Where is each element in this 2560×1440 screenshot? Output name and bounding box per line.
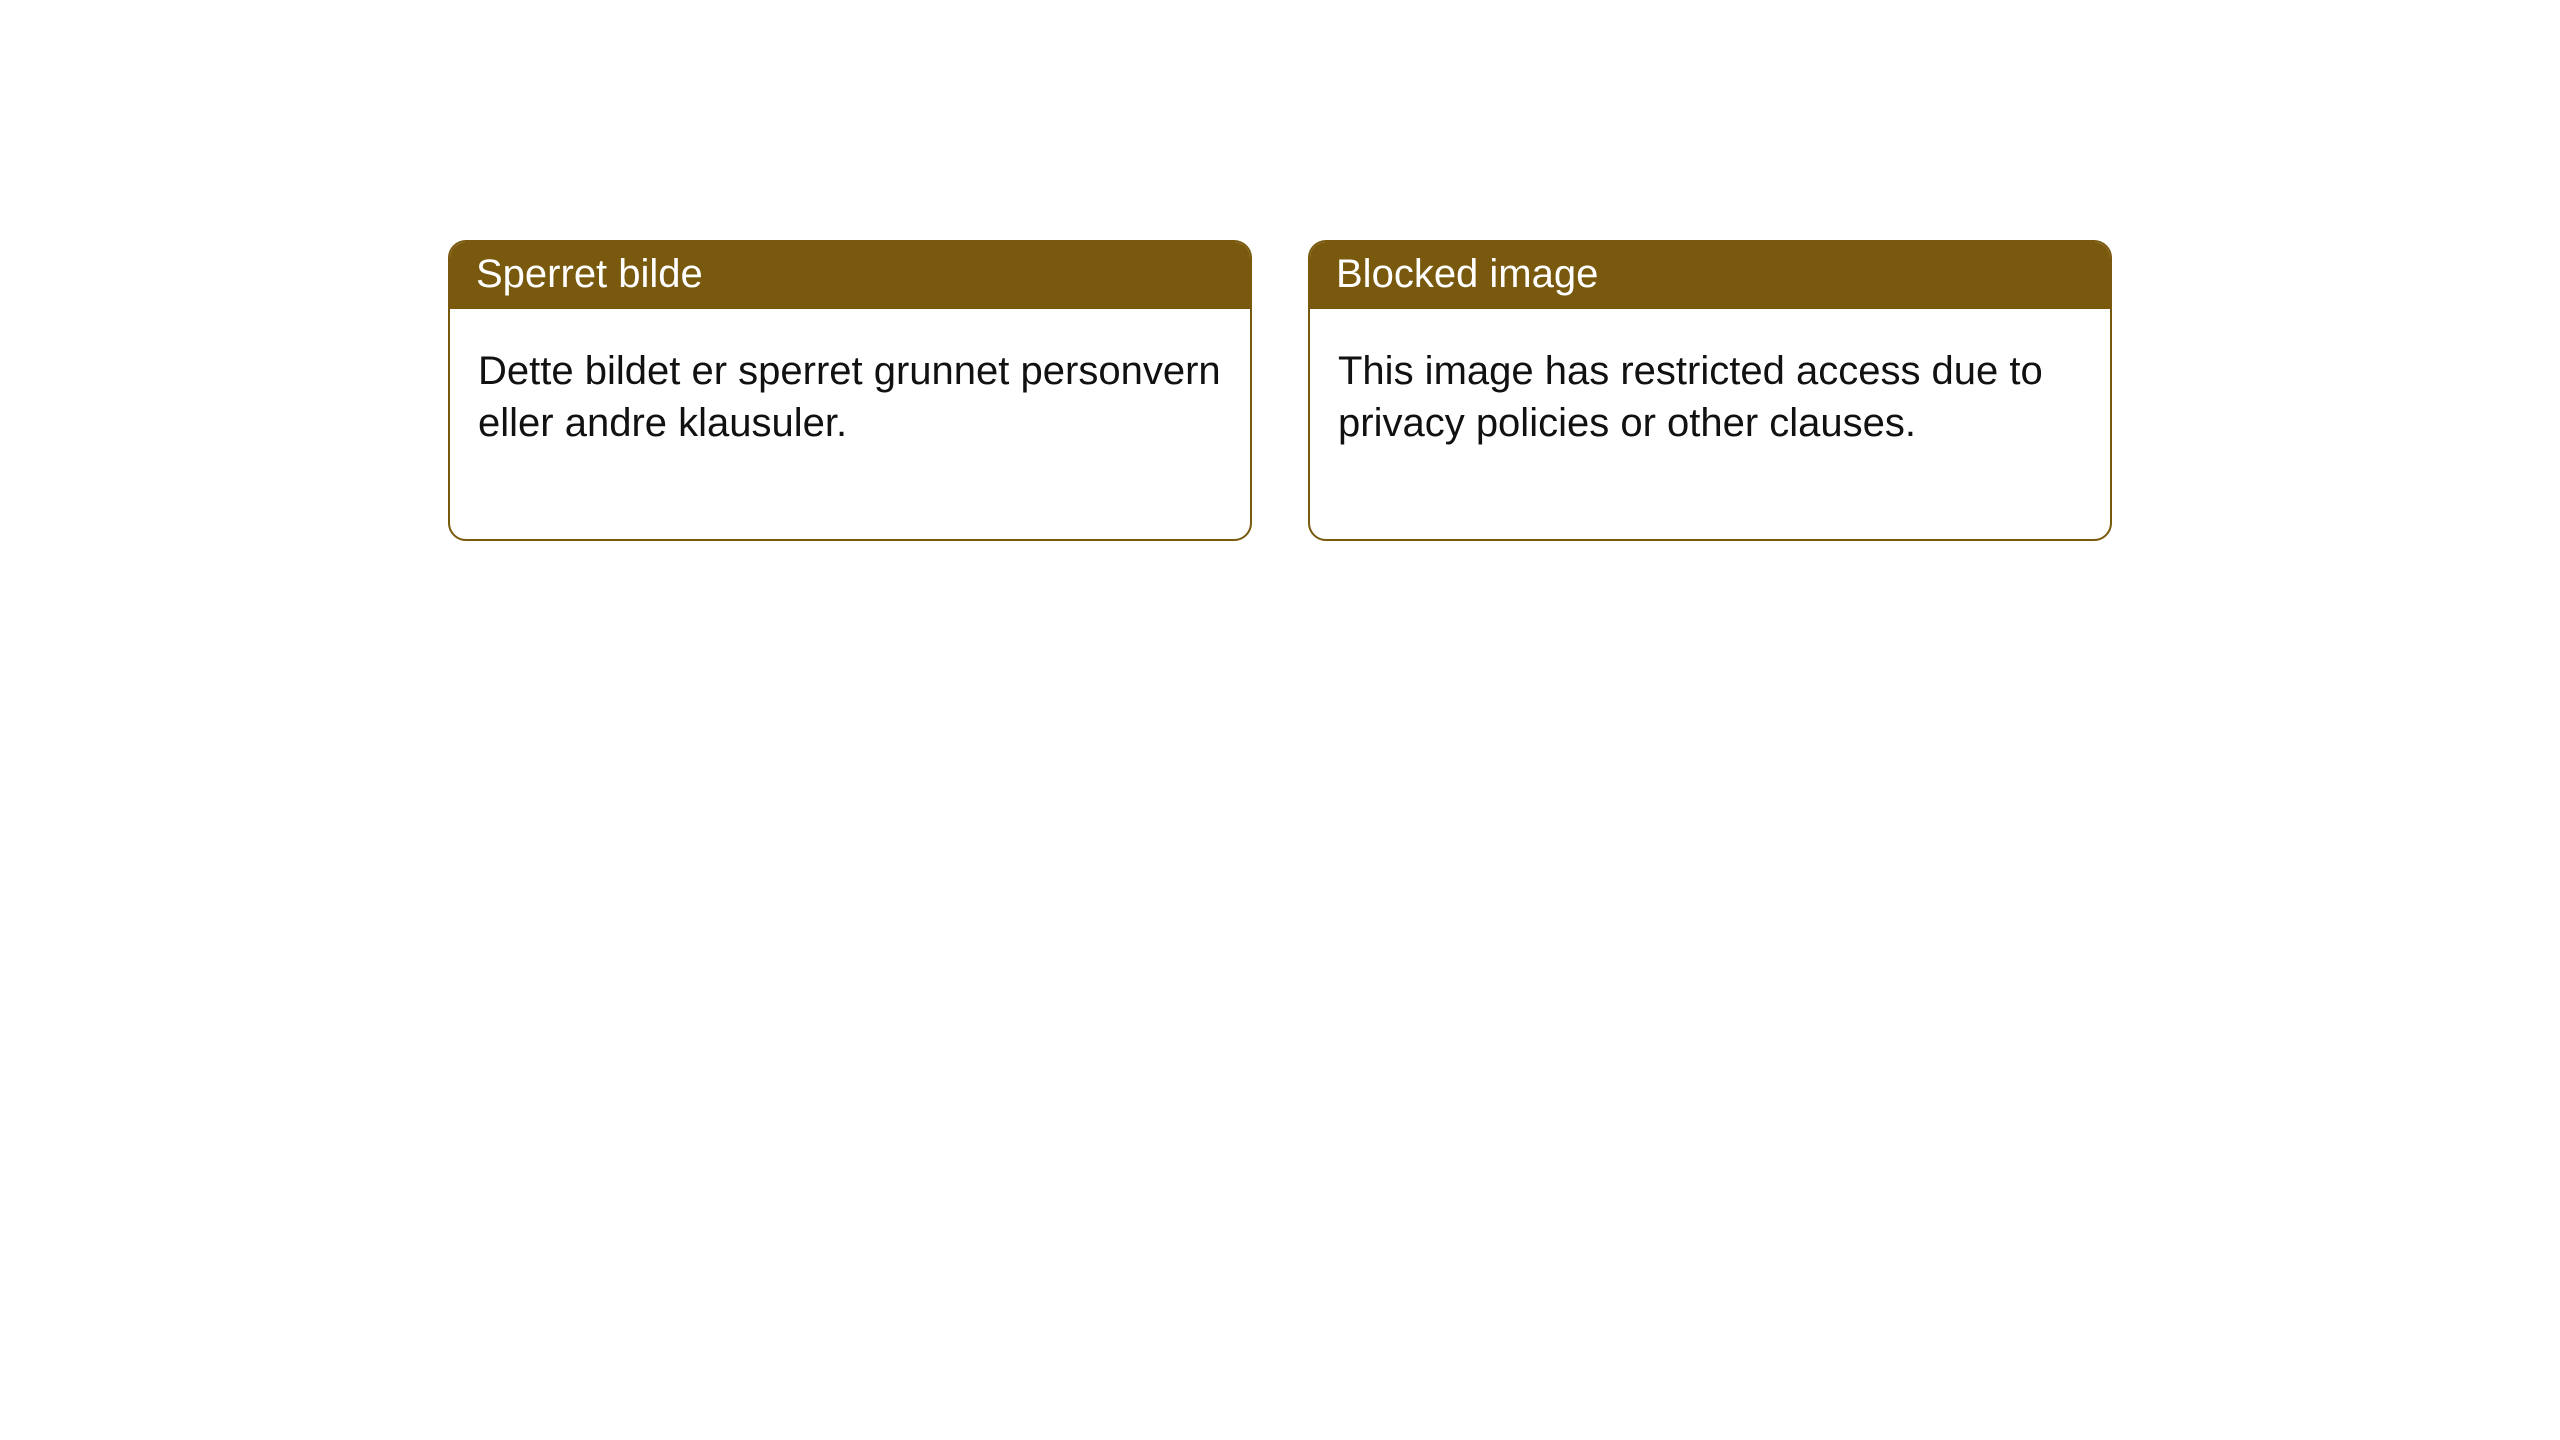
- notice-container: Sperret bilde Dette bildet er sperret gr…: [448, 240, 2112, 541]
- notice-card-title: Blocked image: [1310, 242, 2110, 309]
- notice-card-en: Blocked image This image has restricted …: [1308, 240, 2112, 541]
- notice-card-body: This image has restricted access due to …: [1310, 309, 2110, 539]
- notice-card-no: Sperret bilde Dette bildet er sperret gr…: [448, 240, 1252, 541]
- notice-card-body: Dette bildet er sperret grunnet personve…: [450, 309, 1250, 539]
- notice-card-title: Sperret bilde: [450, 242, 1250, 309]
